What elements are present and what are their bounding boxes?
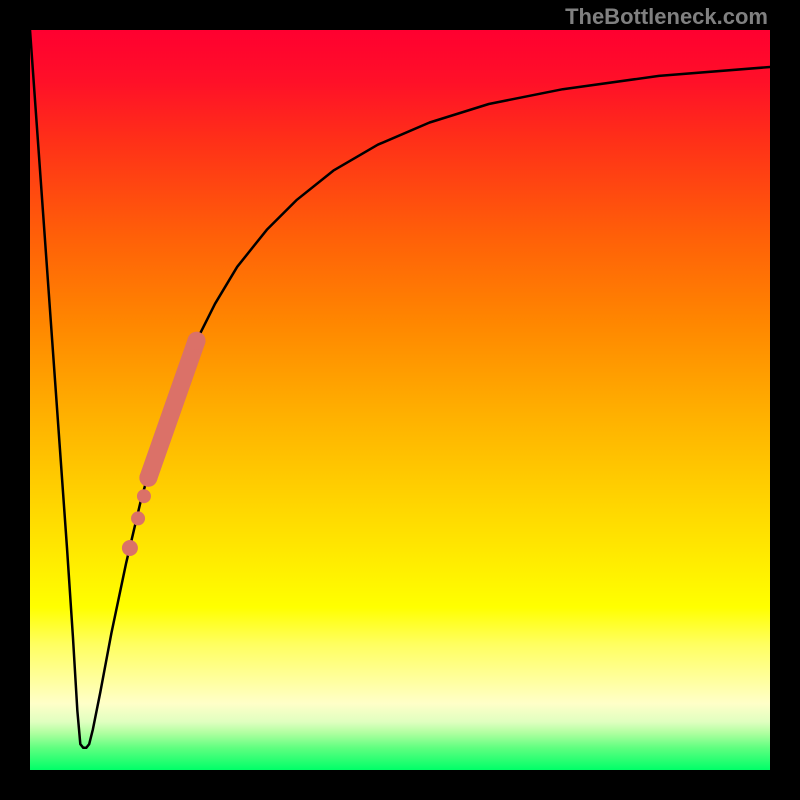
bottleneck-chart [0,0,800,800]
chart-container: TheBottleneck.com [0,0,800,800]
plot-background [30,30,770,770]
marker-dot [131,511,145,525]
marker-dot [137,489,151,503]
marker-end-cap [188,332,206,350]
marker-dot [122,540,138,556]
marker-end-cap [139,469,157,487]
